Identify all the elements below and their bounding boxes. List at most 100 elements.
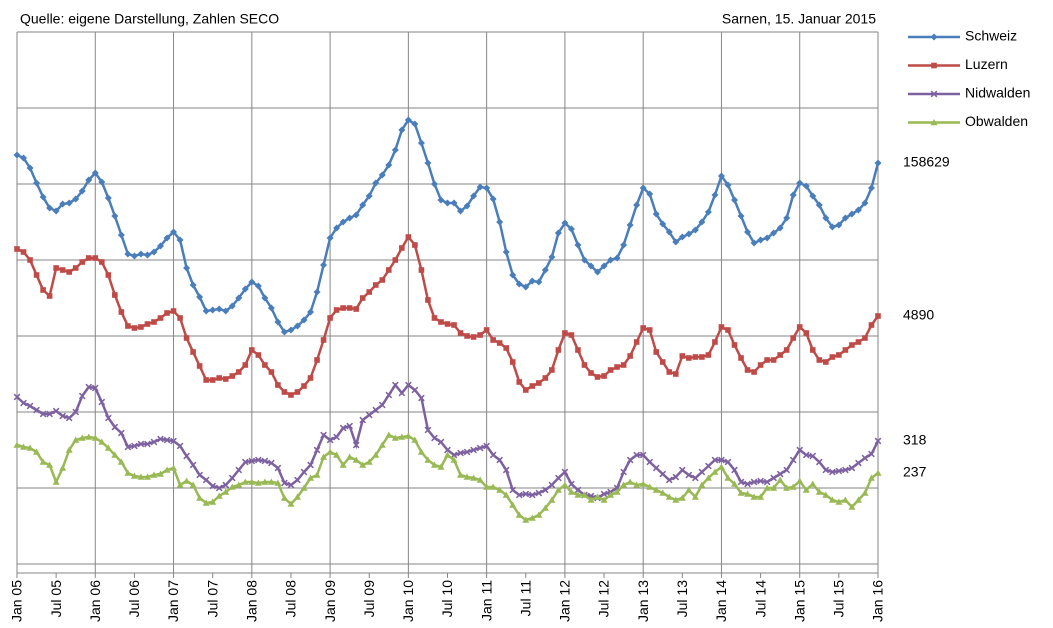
marker [744,480,751,488]
marker [398,126,406,134]
marker [431,315,438,321]
marker [313,471,321,478]
x-tick-label: Jul 11 [517,580,533,617]
marker [130,252,138,260]
x-tick-label: Jul 06 [126,580,142,618]
marker [365,458,373,465]
marker [802,182,810,190]
marker [639,184,647,192]
marker [274,479,282,486]
marker [85,255,92,261]
marker [170,228,178,236]
marker [46,410,53,418]
marker [555,347,562,353]
marker [698,218,706,226]
marker [725,327,731,333]
marker [639,451,647,459]
marker [515,280,523,288]
marker [189,461,197,469]
marker [463,448,471,456]
marker [117,231,125,239]
marker [789,456,797,464]
marker [672,371,679,377]
marker [712,339,718,345]
marker [125,323,131,329]
marker [52,207,60,215]
x-tick-label: Jan 14 [713,580,729,622]
marker [522,490,530,498]
marker [535,489,543,497]
marker [764,357,770,363]
x-tick-label: Jul 07 [204,580,220,618]
marker [490,337,496,343]
marker [567,225,575,233]
marker [359,201,367,209]
legend-label: Obwalden [965,113,1028,129]
marker [809,452,817,460]
marker [515,511,523,518]
marker [828,223,836,231]
marker [14,246,20,252]
marker [307,474,315,481]
marker [98,398,106,406]
marker [783,214,791,222]
marker [228,302,236,310]
marker [930,90,938,98]
marker [137,440,145,448]
marker [112,292,118,298]
marker [848,464,856,472]
marker [685,486,693,493]
marker [39,410,47,418]
marker [425,297,431,303]
marker [686,355,692,361]
marker [633,201,641,209]
marker [405,234,412,240]
x-tick-label: Jan 12 [557,580,573,622]
marker [274,318,282,326]
marker [678,233,686,241]
marker [424,426,432,434]
marker [738,355,744,361]
marker [65,199,73,207]
marker [424,456,432,463]
marker [653,349,660,355]
marker [574,491,582,498]
marker [404,116,412,124]
marker [359,416,367,424]
marker [502,466,510,474]
marker [692,474,699,482]
marker [27,257,33,263]
marker [861,199,869,207]
x-tick-label: Jan 05 [9,580,25,622]
marker [802,486,810,493]
marker [254,479,262,486]
marker [515,491,523,499]
marker [320,337,327,343]
marker [170,308,177,314]
marker [444,446,451,454]
marker [33,179,41,187]
marker [392,257,399,263]
marker [854,496,862,503]
marker [659,359,666,365]
marker [496,340,503,346]
marker [802,451,810,459]
marker [438,319,444,325]
marker [815,488,823,495]
marker [829,354,836,360]
marker [803,330,810,336]
marker [757,236,765,244]
marker [652,210,660,218]
marker [477,332,483,338]
marker [46,461,54,468]
marker [301,383,307,389]
marker [600,490,608,498]
x-tick-label: Jul 12 [596,580,612,618]
marker [346,305,353,311]
marker [92,255,99,261]
marker [691,226,699,234]
marker [450,456,458,463]
marker [307,375,314,381]
marker [248,278,256,286]
marker [157,315,164,321]
